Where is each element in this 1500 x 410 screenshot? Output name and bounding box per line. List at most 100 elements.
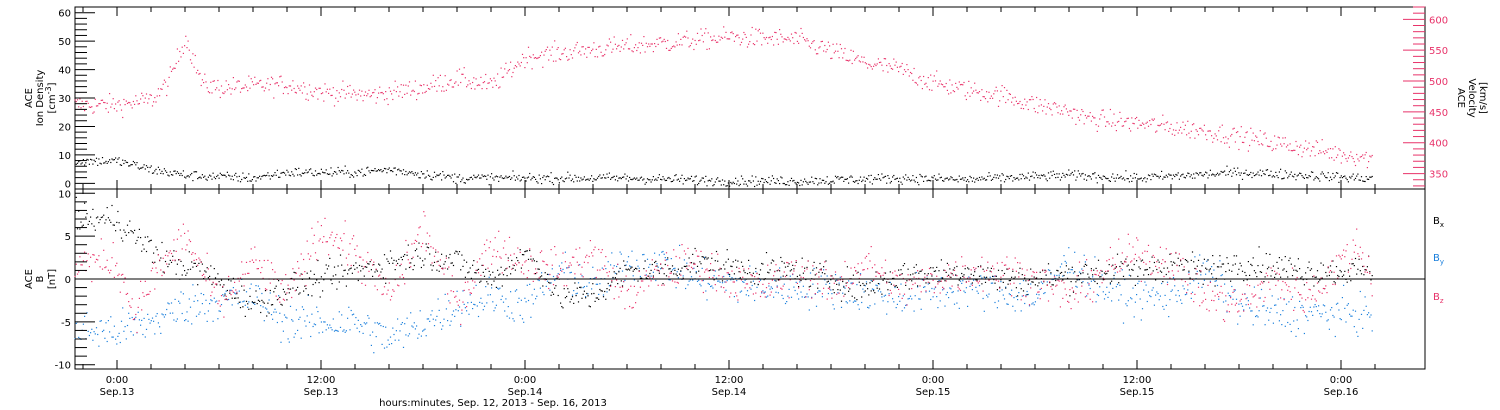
point-by (855, 300, 857, 302)
point-bx (1211, 273, 1213, 275)
point-by (282, 330, 284, 332)
point-density (369, 172, 371, 174)
point-bz (733, 281, 735, 283)
point-velocity (544, 50, 546, 52)
point-velocity (507, 70, 509, 72)
point-velocity (105, 108, 107, 110)
point-bx (544, 272, 546, 274)
point-by (1365, 305, 1367, 307)
point-velocity (546, 46, 549, 48)
point-density (915, 176, 917, 179)
point-by (1184, 294, 1186, 296)
point-bx (658, 272, 660, 274)
point-by (1225, 300, 1227, 302)
point-bz (106, 259, 108, 261)
point-bx (1216, 266, 1219, 268)
point-density (1255, 174, 1257, 176)
point-bx (1318, 281, 1320, 283)
point-bx (1145, 269, 1147, 271)
point-density (417, 172, 419, 174)
point-velocity (842, 57, 844, 59)
point-bx (405, 268, 407, 270)
point-density (481, 174, 483, 176)
point-bx (180, 260, 182, 262)
point-bz (623, 280, 625, 283)
point-by (418, 333, 420, 335)
point-velocity (742, 38, 744, 40)
point-bz (467, 281, 469, 283)
point-density (349, 176, 351, 178)
point-density (782, 182, 784, 185)
point-density (211, 178, 213, 180)
point-velocity (84, 110, 86, 112)
point-bz (100, 238, 102, 240)
point-by (167, 302, 169, 304)
point-velocity (1249, 144, 1251, 147)
point-bz (543, 261, 545, 263)
point-bx (604, 290, 606, 293)
point-density (1334, 175, 1336, 177)
point-density (982, 178, 984, 180)
point-bx (230, 280, 232, 282)
point-by (706, 299, 708, 301)
point-velocity (1159, 124, 1161, 126)
point-bx (1067, 277, 1069, 279)
point-bx (268, 312, 270, 314)
point-bx (119, 229, 121, 231)
point-velocity (1065, 108, 1067, 110)
point-density (1012, 180, 1014, 182)
point-bz (307, 253, 309, 255)
point-density (798, 182, 800, 184)
point-by (367, 315, 369, 317)
point-bx (608, 289, 610, 291)
point-density (1331, 178, 1333, 181)
point-bx (303, 290, 305, 292)
point-bz (198, 257, 200, 259)
point-by (1243, 309, 1245, 311)
point-bz (456, 301, 458, 303)
point-by (1337, 302, 1339, 304)
point-density (566, 177, 568, 179)
point-density (907, 176, 909, 178)
point-density (758, 183, 760, 185)
point-velocity (704, 32, 706, 34)
point-velocity (1101, 109, 1103, 111)
point-velocity (222, 92, 224, 94)
point-velocity (513, 67, 515, 69)
point-density (1108, 180, 1110, 182)
point-by (143, 317, 145, 319)
point-bz (541, 250, 543, 252)
point-velocity (1056, 106, 1058, 108)
point-velocity (145, 93, 148, 95)
point-by (566, 267, 568, 269)
point-velocity (322, 92, 324, 94)
point-bx (717, 260, 719, 262)
point-by (150, 320, 152, 322)
point-velocity (262, 86, 264, 88)
point-velocity (757, 30, 759, 32)
point-by (682, 275, 684, 277)
point-velocity (368, 89, 370, 91)
point-velocity (567, 59, 569, 61)
point-bx (775, 280, 777, 282)
point-bz (305, 285, 307, 287)
point-density (351, 174, 353, 177)
point-velocity (1218, 130, 1220, 132)
point-density (840, 176, 843, 178)
point-density (1356, 175, 1358, 177)
point-bz (727, 272, 729, 274)
point-velocity (1244, 136, 1246, 138)
point-bz (605, 256, 607, 258)
point-velocity (1124, 121, 1126, 123)
point-bx (1133, 263, 1135, 266)
point-velocity (314, 87, 317, 89)
point-velocity (848, 60, 850, 62)
point-bx (176, 263, 178, 265)
point-velocity (90, 106, 92, 108)
point-by (1334, 335, 1336, 338)
point-bx (1161, 271, 1163, 273)
point-bx (350, 267, 352, 269)
point-bx (430, 264, 432, 266)
point-bx (93, 225, 95, 227)
point-by (1274, 304, 1276, 306)
